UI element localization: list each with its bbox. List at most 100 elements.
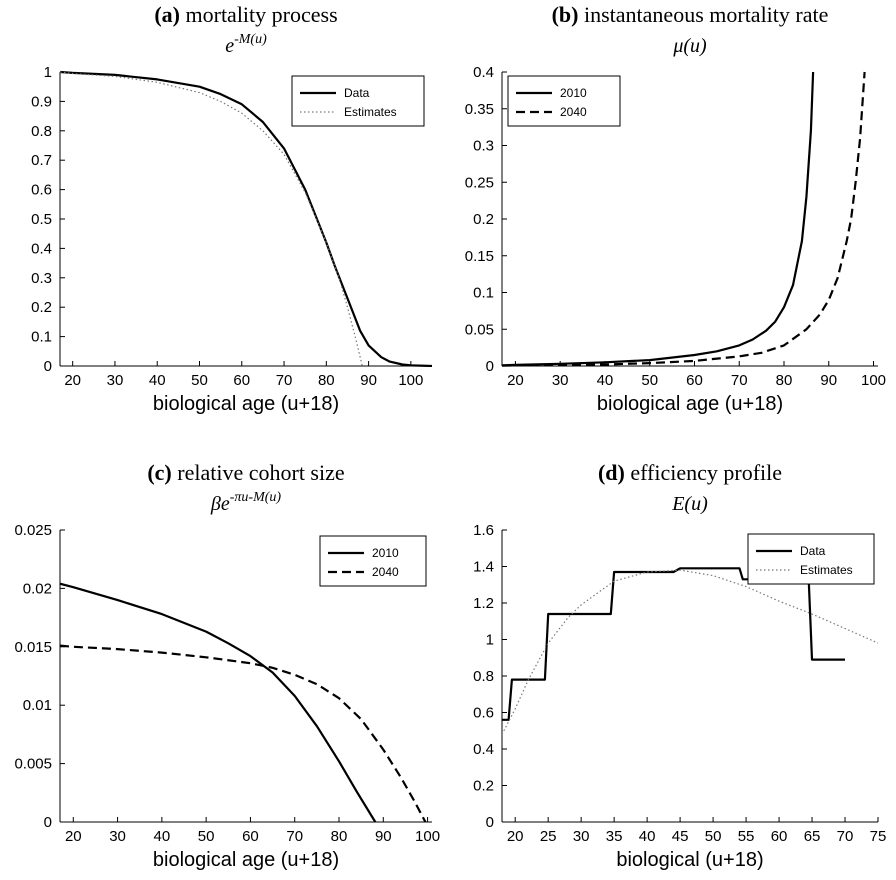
y-tick-label: 0.2: [31, 299, 52, 316]
x-tick-label: 20: [507, 372, 524, 389]
x-tick-label: 50: [705, 828, 722, 845]
y-tick-label: 0.15: [465, 248, 494, 265]
x-tick-label: 30: [109, 828, 126, 845]
chart-panel-a: (a) mortality process e-M(u)​ 20 30 40 50 60 70…: [31, 2, 432, 415]
chart-title-d: (d) efficiency profile: [598, 460, 782, 485]
y-tick-label: 0.7: [31, 152, 52, 169]
series-line-estimates: [60, 71, 363, 367]
legend-a: Data Estimates: [291, 75, 425, 127]
y-tick-label: 0.2: [473, 211, 494, 228]
y-tick-label: 0.01: [23, 697, 52, 714]
chart-subtitle-b: μ(u): [672, 35, 707, 57]
x-tick-label: 60: [233, 372, 250, 389]
x-tick-label: 55: [738, 828, 755, 845]
chart-title-b: (b) instantaneous mortality rate: [552, 2, 829, 27]
y-tick-label: 0.025: [14, 522, 52, 539]
x-tick-label: 40: [154, 828, 171, 845]
x-tick-label: 40: [639, 828, 656, 845]
x-tick-label: 40: [597, 372, 614, 389]
chart-panel-d: (d) efficiency profile E(u) 20 25 30 35 40 45 50…: [473, 460, 886, 871]
x-tick-label: 80: [318, 372, 335, 389]
x-tick-label: 90: [820, 372, 837, 389]
x-tick-label: 45: [672, 828, 689, 845]
y-tick-label: 0.6: [473, 705, 494, 722]
x-tick-label: 25: [540, 828, 557, 845]
x-tick-label: 30: [552, 372, 569, 389]
legend-label: 2040: [560, 105, 587, 119]
x-axis-label-d: biological (u+18): [616, 849, 763, 871]
legend-label: Estimates: [800, 563, 853, 577]
x-tick-label: 70: [837, 828, 854, 845]
x-tick-label: 65: [804, 828, 821, 845]
legend-b: 2010 2040: [507, 75, 621, 127]
x-tick-label: 20: [507, 828, 524, 845]
y-tick-label: 0.3: [31, 270, 52, 287]
y-tick-label: 0.05: [465, 321, 494, 338]
x-tick-label: 100: [861, 372, 886, 389]
y-tick-label: 0.6: [31, 182, 52, 199]
chart-title-a: (a) mortality process: [154, 2, 337, 27]
x-tick-label: 60: [771, 828, 788, 845]
x-tick-label: 75: [870, 828, 887, 845]
x-tick-label: 100: [415, 828, 440, 845]
x-axis-label-c: biological age (u+18): [153, 849, 339, 871]
x-tick-label: 30: [573, 828, 590, 845]
legend-label: 2010: [372, 546, 399, 560]
legend-label: 2010: [560, 86, 587, 100]
x-tick-label: 20: [65, 828, 82, 845]
x-axis-label-b: biological age (u+18): [597, 393, 783, 415]
series-line-data: [502, 567, 845, 721]
y-tick-label: 0.1: [31, 329, 52, 346]
y-tick-label: 0.4: [473, 741, 494, 758]
x-tick-label: 70: [286, 828, 303, 845]
y-tick-label: 0.8: [473, 668, 494, 685]
legend-box: [747, 533, 875, 585]
y-tick-label: 0: [44, 358, 52, 375]
legend-label: 2040: [372, 565, 399, 579]
x-tick-label: 90: [375, 828, 392, 845]
y-tick-label: 0: [486, 814, 494, 831]
x-tick-label: 35: [606, 828, 623, 845]
legend-box: [319, 535, 427, 587]
x-tick-label: 70: [731, 372, 748, 389]
y-tick-label: 0.1: [473, 285, 494, 302]
legend-label: Estimates: [344, 105, 397, 119]
x-tick-label: 70: [276, 372, 293, 389]
y-tick-label: 0: [44, 814, 52, 831]
y-tick-label: 0.015: [14, 639, 52, 656]
y-tick-label: 0.4: [31, 240, 52, 257]
x-tick-label: 90: [360, 372, 377, 389]
legend-d: Data Estimates: [747, 533, 875, 585]
x-tick-label: 50: [641, 372, 658, 389]
chart-subtitle-c: βe-πu-M(u)​: [210, 490, 282, 515]
legend-label: Data: [344, 86, 370, 100]
chart-title-c: (c) relative cohort size: [147, 460, 344, 485]
series-line-2040: [502, 71, 866, 367]
y-tick-label: 1: [486, 632, 494, 649]
x-tick-label: 20: [64, 372, 81, 389]
chart-subtitle-a: e-M(u)​: [225, 32, 267, 57]
y-tick-label: 0.005: [14, 756, 52, 773]
x-tick-label: 80: [776, 372, 793, 389]
series-line-2040: [60, 644, 427, 823]
y-tick-label: 0.25: [465, 174, 494, 191]
chart-panel-b: (b) instantaneous mortality rate μ(u) 20 30…: [465, 2, 886, 415]
y-tick-label: 0.35: [465, 101, 494, 118]
y-tick-label: 1: [44, 64, 52, 81]
series-line-2010: [502, 71, 815, 367]
x-axis-label-a: biological age (u+18): [153, 393, 339, 415]
legend-box: [291, 75, 425, 127]
y-tick-label: 0.4: [473, 64, 494, 81]
x-tick-label: 80: [331, 828, 348, 845]
chart-subtitle-d: E(u): [671, 493, 708, 515]
y-tick-label: 0.02: [23, 580, 52, 597]
legend-label: Data: [800, 544, 826, 558]
x-tick-label: 60: [242, 828, 259, 845]
y-tick-label: 0.9: [31, 93, 52, 110]
x-tick-label: 100: [398, 372, 423, 389]
y-tick-label: 0.8: [31, 123, 52, 140]
legend-box: [507, 75, 621, 127]
x-tick-label: 60: [686, 372, 703, 389]
series-line-2010: [60, 582, 377, 823]
